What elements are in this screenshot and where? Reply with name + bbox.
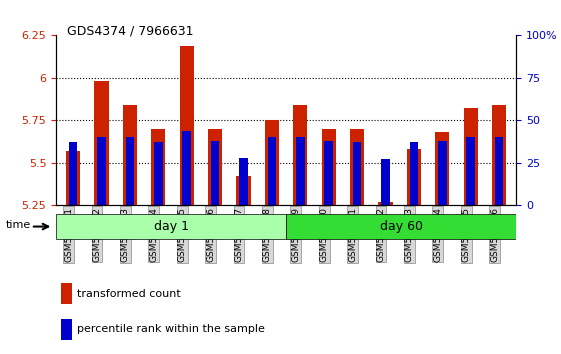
Bar	[265, 120, 279, 205]
Bar	[371, 35, 399, 205]
Bar	[154, 142, 163, 205]
Text: day 60: day 60	[380, 220, 422, 233]
Bar	[353, 142, 361, 205]
Bar	[180, 46, 194, 205]
Bar	[59, 35, 88, 205]
Bar	[485, 35, 513, 205]
Bar	[379, 202, 393, 205]
Bar	[435, 132, 449, 205]
Bar	[61, 319, 72, 340]
Text: transformed count: transformed count	[77, 289, 181, 299]
Bar	[321, 129, 336, 205]
Bar	[492, 105, 506, 205]
Bar	[463, 108, 478, 205]
Bar	[466, 137, 475, 205]
Bar	[343, 35, 371, 205]
Bar	[350, 129, 364, 205]
Bar	[296, 137, 305, 205]
Bar	[399, 35, 428, 205]
Bar	[268, 137, 276, 205]
Bar	[69, 142, 77, 205]
Bar	[257, 35, 286, 205]
Text: percentile rank within the sample: percentile rank within the sample	[77, 324, 265, 334]
Bar	[173, 35, 201, 205]
Bar	[410, 142, 418, 205]
Bar	[208, 129, 222, 205]
Bar	[151, 129, 165, 205]
Bar	[324, 141, 333, 205]
Bar	[201, 35, 229, 205]
Text: day 1: day 1	[154, 220, 188, 233]
FancyBboxPatch shape	[56, 214, 286, 239]
Bar	[457, 35, 485, 205]
Bar	[239, 158, 248, 205]
Bar	[229, 35, 257, 205]
Bar	[88, 35, 116, 205]
Bar	[61, 283, 72, 304]
Bar	[495, 137, 503, 205]
Bar	[116, 35, 144, 205]
Text: GDS4374 / 7966631: GDS4374 / 7966631	[67, 25, 194, 38]
Bar	[123, 105, 137, 205]
FancyBboxPatch shape	[286, 214, 516, 239]
Bar	[315, 35, 343, 205]
Bar	[428, 35, 457, 205]
Bar	[144, 35, 173, 205]
Bar	[438, 141, 447, 205]
Bar	[97, 137, 106, 205]
Bar	[236, 176, 251, 205]
Bar	[293, 105, 307, 205]
Bar	[66, 151, 80, 205]
Bar	[94, 81, 109, 205]
Bar	[211, 141, 219, 205]
Bar	[126, 137, 134, 205]
Text: time: time	[6, 220, 31, 230]
Bar	[182, 131, 191, 205]
Bar	[381, 159, 390, 205]
Bar	[286, 35, 315, 205]
Bar	[407, 149, 421, 205]
